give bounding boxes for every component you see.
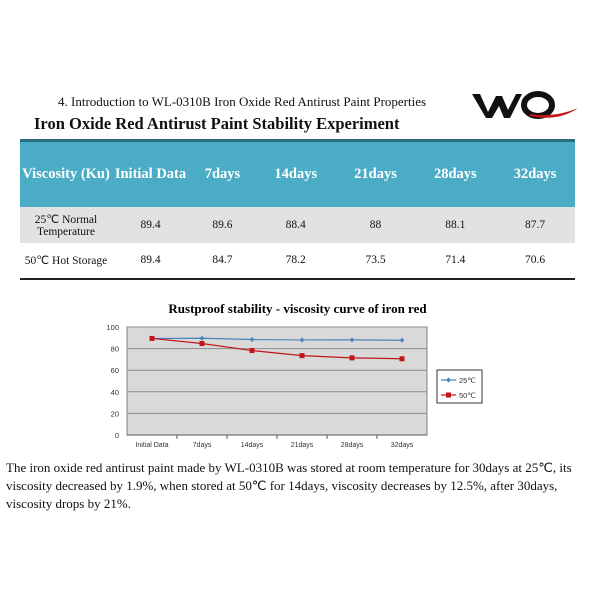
data-point <box>149 335 155 341</box>
data-point <box>249 337 255 343</box>
row-label: 25℃ Normal Temperature <box>34 213 98 238</box>
data-point <box>199 341 205 347</box>
header-14days: 14days <box>274 165 318 182</box>
page-title: Iron Oxide Red Antirust Paint Stability … <box>34 114 400 133</box>
table-row: 50℃ Hot Storage 89.4 84.7 78.2 73.5 71.4… <box>20 242 575 279</box>
data-point <box>399 337 405 343</box>
legend-label: 25℃ <box>459 376 476 385</box>
cell: 84.7 <box>212 254 233 266</box>
legend-marker <box>446 377 451 383</box>
cell: 87.7 <box>525 218 546 231</box>
x-tick-label: 32days <box>391 442 414 449</box>
y-tick-label: 100 <box>106 323 119 332</box>
header-28days: 28days <box>433 165 477 182</box>
header-label: Viscosity (Ku) <box>22 165 110 182</box>
cell: 71.4 <box>445 254 466 266</box>
header-viscosity: Viscosity (Ku) <box>20 141 112 207</box>
data-point <box>199 335 205 341</box>
header-21days: 21days <box>354 165 397 182</box>
cell: 88.4 <box>285 218 306 231</box>
cell: 88.1 <box>445 218 466 231</box>
y-tick-label: 80 <box>111 345 119 354</box>
data-point <box>299 337 305 343</box>
table-header-row: Viscosity (Ku) Initial Data 7days 14days… <box>20 140 575 207</box>
series-line <box>151 337 403 360</box>
intro-heading: 4. Introduction to WL-0310B Iron Oxide R… <box>58 94 427 109</box>
x-tick-label: 14days <box>241 442 264 449</box>
y-tick-label: 60 <box>111 366 119 375</box>
x-tick-label: 28days <box>341 442 364 449</box>
cell: 70.6 <box>525 254 546 266</box>
viscosity-chart: 0 20 40 60 80 100 Initial Data 7days 14days 21day… <box>106 323 483 449</box>
chart-title: Rustproof stability - viscosity curve of… <box>168 301 427 316</box>
data-point <box>249 348 255 354</box>
description-paragraph: The iron oxide red antirust paint made b… <box>6 460 572 511</box>
data-point <box>299 353 305 359</box>
legend-box <box>436 369 483 404</box>
x-tick-label: 7days <box>193 442 212 449</box>
cell: 89.4 <box>140 218 161 231</box>
table-row: 25℃ Normal Temperature 89.4 89.6 88.4 88… <box>20 206 575 243</box>
cell: 73.5 <box>365 254 386 266</box>
data-point <box>399 356 405 362</box>
cell: 89.6 <box>212 218 233 231</box>
y-tick-label: 40 <box>111 388 119 397</box>
legend-marker <box>446 392 451 398</box>
data-point <box>349 337 355 343</box>
header-7days: 7days <box>204 165 241 182</box>
x-tick-label: Initial Data <box>135 442 168 449</box>
data-point <box>349 355 355 361</box>
header-initial: Initial Data <box>114 165 187 182</box>
plot-area <box>126 326 428 436</box>
cell: 88 <box>369 218 382 231</box>
legend-label: 50℃ <box>459 391 476 400</box>
header-32days: 32days <box>513 165 557 182</box>
series-line <box>151 337 403 341</box>
stability-table: Viscosity (Ku) Initial Data 7days 14days… <box>20 139 575 280</box>
wq-logo <box>472 91 578 119</box>
row-label: 50℃ Hot Storage <box>24 255 108 267</box>
y-tick-label: 20 <box>111 409 119 418</box>
x-tick-label: 21days <box>291 442 314 449</box>
cell: 78.2 <box>285 254 306 266</box>
y-tick-label: 0 <box>115 431 119 440</box>
cell: 89.4 <box>140 254 161 266</box>
